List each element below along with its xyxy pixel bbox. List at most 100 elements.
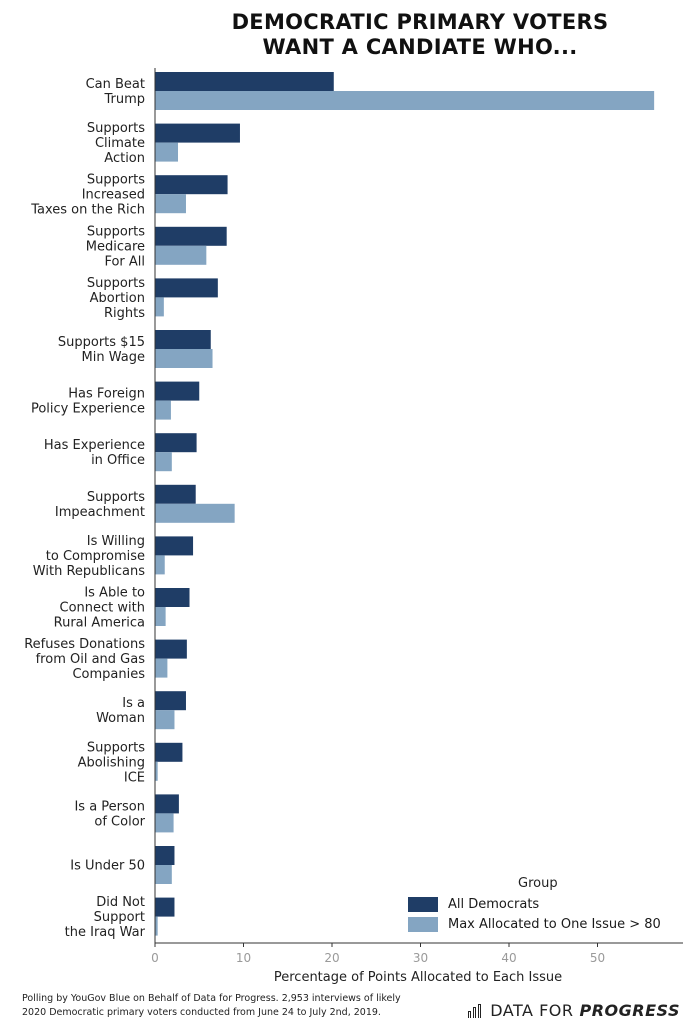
category-label-13: Supports Abolishing ICE — [78, 740, 146, 785]
category-label-12: Is a Woman — [96, 696, 145, 726]
category-label-line: Supports — [87, 276, 145, 291]
category-label-line: Policy Experience — [31, 402, 145, 417]
bar-max-allocated-15 — [155, 865, 172, 884]
category-label-line: in Office — [91, 453, 145, 468]
bar-max-allocated-16 — [155, 916, 158, 936]
bar-all-democrats-1 — [155, 123, 240, 143]
category-label-line: Rights — [104, 306, 145, 321]
bar-max-allocated-2 — [155, 194, 186, 214]
source-note: Polling by YouGov Blue on Behalf of Data… — [22, 992, 462, 1020]
category-label-5: Supports $15 Min Wage — [58, 335, 145, 365]
x-tick-label-10: 10 — [236, 951, 251, 965]
bar-all-democrats-7 — [155, 433, 197, 453]
x-tick-label-30: 30 — [413, 951, 428, 965]
bar-all-democrats-10 — [155, 588, 190, 607]
bar-all-democrats-12 — [155, 691, 186, 711]
category-label-line: Is Under 50 — [70, 859, 145, 874]
category-label-line: Supports — [87, 740, 145, 755]
category-label-0: Can Beat Trump — [86, 77, 145, 107]
bar-all-democrats-5 — [155, 330, 211, 349]
bar-max-allocated-5 — [155, 349, 213, 368]
bar-max-allocated-13 — [155, 761, 158, 781]
bar-max-allocated-14 — [155, 813, 174, 833]
category-label-3: Supports Medicare For All — [86, 224, 145, 269]
category-label-line: Climate — [95, 136, 145, 151]
bar-max-allocated-7 — [155, 452, 172, 472]
category-label-line: Abortion — [90, 291, 145, 306]
category-label-line: Supports — [87, 121, 145, 136]
bar-all-democrats-8 — [155, 484, 196, 504]
category-label-15: Is Under 50 — [70, 859, 145, 874]
bar-all-democrats-16 — [155, 897, 175, 917]
title-line-1: DEMOCRATIC PRIMARY VOTERS — [231, 10, 609, 34]
x-tick-label-20: 20 — [324, 951, 339, 965]
category-label-line: ICE — [124, 770, 145, 785]
bar-max-allocated-3 — [155, 245, 207, 265]
category-label-14: Is a Person of Color — [74, 799, 145, 829]
bar-max-allocated-9 — [155, 555, 165, 575]
category-label-line: Increased — [82, 188, 145, 203]
category-label-line: Trump — [103, 92, 145, 107]
category-label-line: Impeachment — [55, 505, 145, 520]
category-label-line: Taxes on the Rich — [30, 203, 145, 218]
category-label-line: Supports — [87, 490, 145, 505]
category-label-4: Supports Abortion Rights — [87, 276, 145, 321]
category-label-line: Supports — [87, 173, 145, 188]
category-label-line: Is a Person — [74, 799, 145, 814]
bar-all-democrats-2 — [155, 175, 228, 195]
category-label-line: Can Beat — [86, 77, 145, 92]
category-label-2: Supports Increased Taxes on the Rich — [30, 173, 145, 218]
x-axis-title: Percentage of Points Allocated to Each I… — [274, 970, 562, 985]
legend-label-all-democrats: All Democrats — [448, 896, 540, 912]
legend-item-all-democrats: All Democrats — [408, 896, 539, 912]
title-line-2: WANT A CANDIATE WHO... — [262, 35, 578, 59]
category-label-line: of Color — [94, 814, 145, 829]
category-label-line: Supports — [87, 224, 145, 239]
legend-swatch-all-democrats — [408, 896, 438, 912]
category-label-line: the Iraq War — [65, 925, 146, 940]
x-tick-label-0: 0 — [151, 951, 159, 965]
category-label-line: Has Foreign — [68, 387, 145, 402]
category-label-line: Abolishing — [78, 755, 145, 770]
category-label-line: Is a — [122, 696, 145, 711]
category-label-line: Action — [104, 151, 145, 166]
bar-all-democrats-0 — [155, 72, 334, 91]
category-label-line: Min Wage — [82, 350, 145, 365]
category-label-16: Did Not Support the Iraq War — [65, 895, 146, 940]
bar-all-democrats-14 — [155, 794, 179, 814]
category-label-9: Is Willing to Compromise With Republicans — [33, 534, 145, 579]
x-tick-label-50: 50 — [590, 951, 605, 965]
bar-all-democrats-4 — [155, 278, 218, 298]
x-tick-label-40: 40 — [501, 951, 516, 965]
category-label-line: Refuses Donations — [24, 637, 145, 652]
brand-text-2: PROGRESS — [579, 1001, 680, 1020]
category-label-line: Rural America — [54, 616, 145, 631]
category-label-line: Woman — [96, 711, 145, 726]
legend-item-max-allocated: Max Allocated to One Issue > 80 — [408, 916, 661, 932]
bar-max-allocated-6 — [155, 400, 171, 420]
bar-all-democrats-13 — [155, 742, 183, 762]
category-label-line: Medicare — [86, 239, 145, 254]
category-label-line: Did Not — [96, 895, 145, 910]
category-label-7: Has Experience in Office — [44, 438, 145, 468]
category-label-line: to Compromise — [46, 549, 145, 564]
bar-all-democrats-3 — [155, 226, 227, 246]
category-label-line: Companies — [72, 667, 145, 682]
category-label-10: Is Able to Connect with Rural America — [54, 586, 145, 631]
category-label-8: Supports Impeachment — [55, 490, 145, 520]
legend-label-max-allocated: Max Allocated to One Issue > 80 — [448, 916, 661, 932]
bar-max-allocated-11 — [155, 658, 168, 678]
bar-all-democrats-15 — [155, 846, 175, 865]
bar-max-allocated-8 — [155, 503, 235, 523]
bar-all-democrats-6 — [155, 381, 200, 401]
brand-logo: DATA FOR PROGRESS — [468, 1001, 680, 1020]
bar-max-allocated-4 — [155, 297, 164, 317]
source-note-line-1: Polling by YouGov Blue on Behalf of Data… — [22, 993, 401, 1004]
bar-max-allocated-0 — [155, 91, 655, 110]
brand-text-1: DATA FOR — [490, 1001, 574, 1020]
bar-max-allocated-10 — [155, 607, 166, 626]
category-label-line: Connect with — [60, 601, 145, 616]
category-label-line: With Republicans — [33, 564, 145, 579]
legend-title: Group — [518, 876, 558, 891]
